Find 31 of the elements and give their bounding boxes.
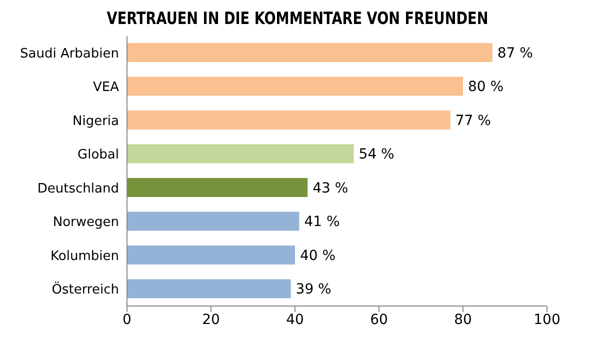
data-label: 54 %: [358, 146, 394, 163]
data-label: 43 %: [312, 180, 348, 196]
bar: [127, 43, 492, 62]
data-label: 40 %: [300, 248, 336, 264]
x-tick-label: 20: [202, 312, 220, 328]
data-label: 41 %: [304, 214, 340, 230]
bar: [127, 144, 354, 164]
y-tick-label: Österreich: [52, 282, 119, 298]
y-tick-label: Saudi Arbabien: [20, 46, 119, 62]
x-tick-label: 100: [534, 312, 560, 328]
y-tick-label: Deutschland: [37, 181, 119, 196]
bar: [127, 110, 450, 130]
data-label: 80 %: [468, 79, 504, 96]
bar: [127, 76, 463, 96]
bar: [127, 212, 300, 231]
x-tick-label: 40: [286, 312, 304, 328]
y-tick-label: Kolumbien: [50, 248, 119, 264]
x-tick-label: 0: [122, 312, 132, 328]
chart-title: VERTRAUEN IN DIE KOMMENTARE VON FREUNDEN: [106, 8, 490, 31]
y-tick-label: Norwegen: [52, 215, 119, 230]
data-label: 77 %: [455, 112, 491, 129]
y-tick-label: VEA: [93, 80, 120, 96]
bar: [127, 279, 291, 298]
bar: [127, 246, 295, 264]
data-label: 39 %: [296, 282, 332, 298]
y-tick-label: Global: [78, 148, 119, 163]
x-tick-label: 80: [454, 312, 472, 328]
x-tick-label: 60: [370, 312, 388, 328]
data-label: 87 %: [497, 45, 533, 62]
bar: [127, 178, 308, 197]
y-tick-label: Nigeria: [72, 114, 119, 129]
